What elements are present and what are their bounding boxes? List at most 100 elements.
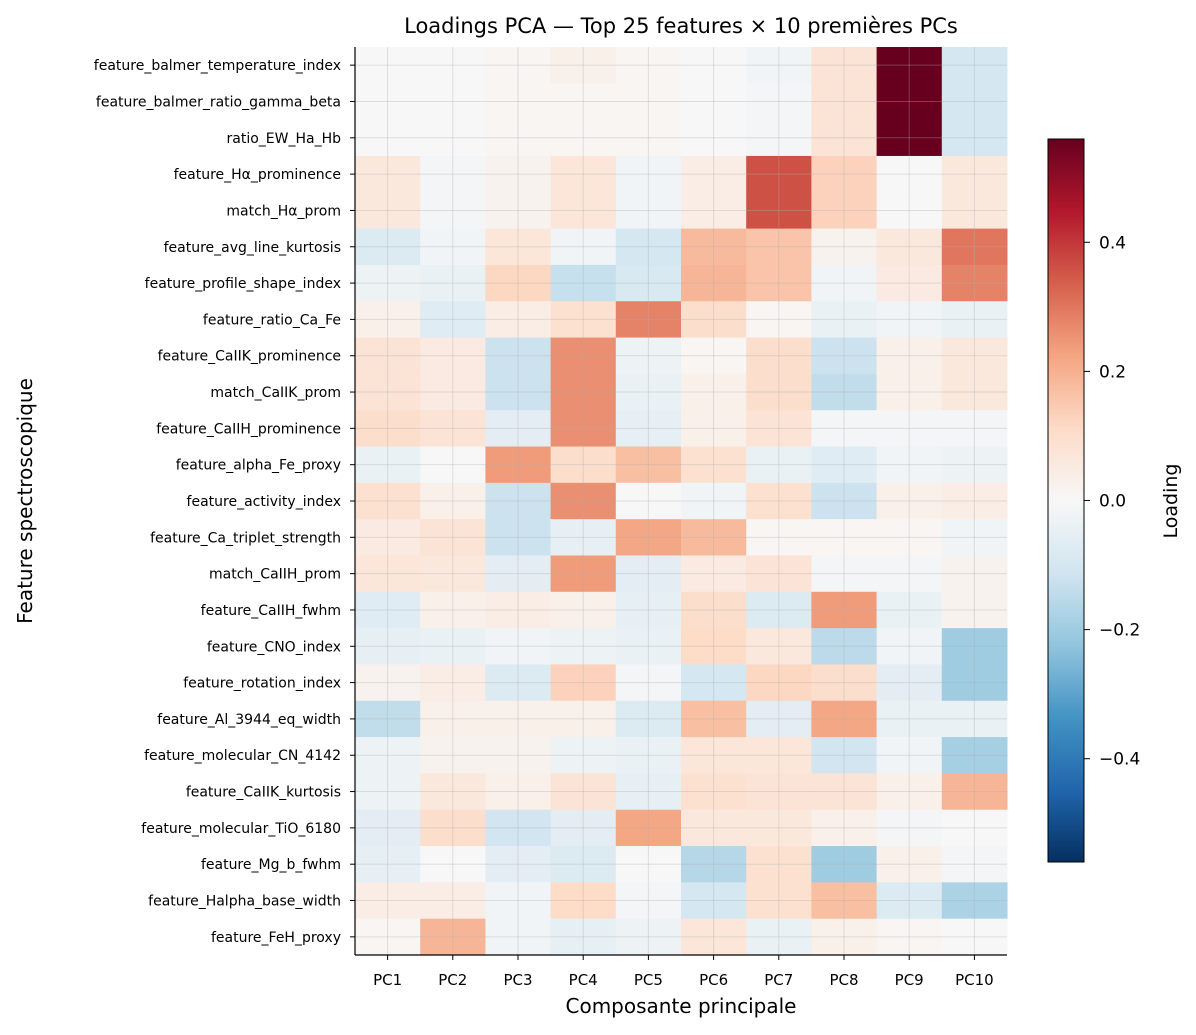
heatmap-cell [420,737,486,774]
heatmap-cell [485,446,552,484]
heatmap-cell [550,264,617,302]
heatmap-cell [941,737,1008,774]
heatmap-cell [746,301,812,339]
heatmap-cell [485,882,552,920]
heatmap-cell [420,628,486,665]
heatmap-cell [811,264,878,302]
heatmap-cell [941,119,1008,157]
heatmap-cell [355,591,421,629]
heatmap-cell [550,700,617,738]
heatmap-cell [876,628,943,665]
heatmap-cell [355,664,421,702]
y-tick-label: feature_balmer_temperature_index [94,58,341,74]
heatmap-cell [941,228,1008,266]
x-tick-label: PC9 [895,971,924,989]
heatmap-cell [615,155,682,193]
y-tick-label: feature_avg_line_kurtosis [164,240,341,256]
heatmap-cell [876,882,943,920]
heatmap-cell [355,373,421,411]
heatmap-cell [485,482,552,520]
y-tick-label: feature_FeH_proxy [211,930,341,946]
heatmap-cell [420,773,486,811]
heatmap-cell [420,482,486,520]
x-tick-label: PC3 [503,971,532,989]
heatmap-cell [485,918,552,956]
heatmap-cell [681,337,747,375]
heatmap-cell [746,228,812,266]
heatmap-cell [355,809,421,847]
heatmap-cell [550,882,617,920]
heatmap-cell [615,119,682,157]
heatmap-cell [941,809,1008,847]
y-tick-label: feature_CaIIH_fwhm [201,603,341,619]
x-tick-label: PC10 [955,971,994,989]
heatmap-cell [485,591,552,629]
heatmap-cell [876,337,943,375]
heatmap-cell [811,192,878,230]
heatmap-cell [485,700,552,738]
heatmap-cell [681,664,747,702]
heatmap-cell [420,264,486,302]
heatmap-cell [941,773,1008,811]
heatmap-cell [615,773,682,811]
heatmap-cell [615,373,682,411]
heatmap-cell [420,664,486,702]
heatmap-cell [681,83,747,121]
heatmap-cell [615,192,682,230]
heatmap-cell [550,918,617,956]
heatmap-cell [746,918,812,956]
heatmap-cell [355,773,421,811]
heatmap-cell [550,155,617,193]
heatmap-cell [420,410,486,448]
heatmap-cell [746,373,812,411]
heatmap-cell [681,918,747,956]
heatmap-cell [485,155,552,193]
heatmap-cell [615,846,682,883]
heatmap-cell [420,192,486,230]
heatmap-cell [485,410,552,448]
heatmap-cell [355,337,421,375]
heatmap-cell [941,846,1008,883]
heatmap-cell [355,119,421,157]
heatmap-cell [615,410,682,448]
heatmap-cell [811,918,878,956]
heatmap-cell [746,700,812,738]
heatmap-cell [941,628,1008,665]
y-tick-label: ratio_EW_Ha_Hb [227,131,342,147]
heatmap-cell [746,809,812,847]
heatmap-cell [550,446,617,484]
heatmap-cell [355,519,421,556]
y-tick-label: feature_CNO_index [207,639,341,655]
heatmap-cell [811,119,878,157]
heatmap-cell [615,47,682,84]
heatmap-cell [485,809,552,847]
heatmap-cell [876,228,943,266]
heatmap-cell [941,47,1008,84]
heatmap-cell [746,555,812,593]
heatmap-cell [876,591,943,629]
heatmap-cell [681,301,747,339]
heatmap-cell [811,373,878,411]
x-tick-label: PC6 [699,971,728,989]
heatmap-cell [746,591,812,629]
heatmap-cell [876,519,943,556]
heatmap-cell [355,228,421,266]
heatmap-cell [355,410,421,448]
heatmap-cell [941,155,1008,193]
colorbar-tick-label: 0.4 [1099,233,1126,253]
heatmap-cell [615,918,682,956]
heatmap-cell [550,555,617,593]
heatmap-cell [681,373,747,411]
y-axis-title: Feature spectroscopique [13,378,37,624]
heatmap-cell [681,519,747,556]
heatmap-cell [420,373,486,411]
heatmap-cell [941,664,1008,702]
heatmap-cell [355,83,421,121]
heatmap-cell [420,155,486,193]
heatmap-cell [485,519,552,556]
y-tick-labels: feature_balmer_temperature_index feature_… [94,58,355,946]
heatmap-cell [811,337,878,375]
heatmap-cell [876,301,943,339]
heatmap-cell [420,591,486,629]
